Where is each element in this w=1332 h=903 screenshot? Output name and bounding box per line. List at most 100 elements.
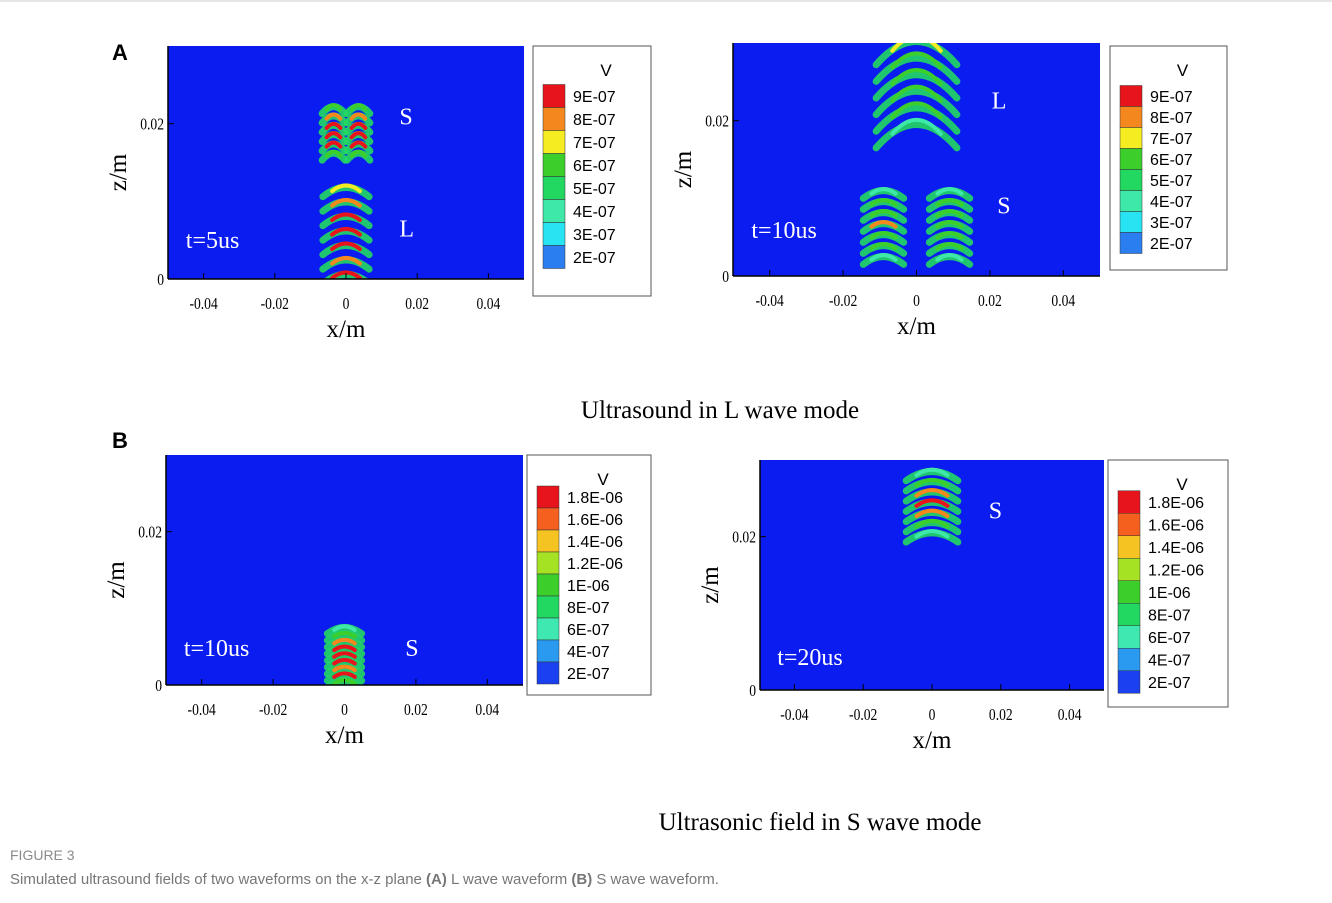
legend-swatch [1120, 128, 1142, 149]
x-tick-label: 0.02 [989, 706, 1013, 725]
legend-swatch [1118, 648, 1140, 671]
legend-label: 2E-07 [567, 666, 610, 683]
legend-title: V [1177, 61, 1189, 80]
annotation: S [997, 193, 1010, 219]
legend-swatch [1118, 626, 1140, 649]
y-tick-label: 0 [157, 271, 164, 290]
figure: A B Ultrasound in L wave mode Ultrasonic… [0, 0, 1332, 903]
x-tick-label: 0.04 [475, 701, 499, 720]
field [327, 626, 361, 687]
contour-panel: -0.04-0.0200.020.0400.02x/mz/mSt=10usV1.… [103, 455, 651, 749]
subtitle: Ultrasound in L wave mode [581, 397, 859, 424]
legend-label: 5E-07 [1150, 173, 1193, 190]
annotation: t=10us [184, 636, 250, 662]
x-tick-label: 0.02 [978, 292, 1002, 311]
legend-label: 1.8E-06 [567, 490, 623, 507]
legend-label: 2E-07 [1150, 236, 1193, 253]
legend-swatch [537, 574, 559, 596]
legend-label: 1.2E-06 [567, 556, 623, 573]
legend-label: 8E-07 [573, 112, 616, 129]
legend-swatch [1118, 491, 1140, 514]
legend-label: 4E-07 [1150, 194, 1193, 211]
x-tick-label: -0.04 [188, 701, 217, 720]
legend-swatch [543, 154, 565, 177]
legend-swatch [1120, 212, 1142, 233]
legend-label: 7E-07 [1150, 131, 1193, 148]
x-tick-label: 0 [929, 706, 936, 725]
x-tick-label: -0.02 [259, 701, 287, 720]
annotation: L [992, 88, 1007, 114]
x-tick-label: -0.04 [780, 706, 809, 725]
x-tick-label: -0.02 [829, 292, 857, 311]
legend-label: 4E-07 [567, 644, 610, 661]
legend-swatch [1118, 581, 1140, 604]
legend-swatch [543, 246, 565, 269]
y-tick-label: 0 [155, 677, 162, 696]
legend-label: 5E-07 [573, 181, 616, 198]
legend-swatch [543, 108, 565, 131]
y-tick-label: 0.02 [140, 115, 164, 134]
caption-part: S wave waveform. [592, 871, 719, 888]
legend-swatch [537, 618, 559, 640]
legend-label: 7E-07 [573, 135, 616, 152]
legend-label: 8E-07 [567, 600, 610, 617]
legend-title: V [1176, 475, 1188, 494]
x-tick-label: 0.02 [405, 295, 429, 314]
legend-label: 9E-07 [573, 89, 616, 106]
legend-label: 1E-06 [1148, 585, 1191, 602]
x-tick-label: 0.02 [404, 701, 428, 720]
x-tick-label: 0.04 [1051, 292, 1075, 311]
legend-label: 2E-07 [573, 250, 616, 267]
y-tick-label: 0 [722, 268, 729, 287]
annotation: S [399, 105, 412, 131]
subtitle: Ultrasonic field in S wave mode [659, 809, 982, 836]
legend-swatch [1118, 513, 1140, 536]
x-tick-label: -0.04 [189, 295, 218, 314]
contour-panel: -0.04-0.0200.020.0400.02x/mz/mSLt=5usV9E… [105, 46, 651, 343]
annotation: t=5us [186, 228, 240, 254]
y-axis-label: z/m [105, 153, 132, 191]
caption-part: (A) [426, 871, 447, 888]
legend-label: 8E-07 [1150, 110, 1193, 127]
legend-swatch [537, 596, 559, 618]
legend-label: 1.8E-06 [1148, 495, 1204, 512]
y-tick-label: 0.02 [705, 112, 729, 131]
caption-text: Simulated ultrasound fields of two wavef… [10, 871, 719, 888]
legend-swatch [537, 552, 559, 574]
legend-swatch [537, 486, 559, 508]
x-tick-label: 0 [913, 292, 920, 311]
legend-label: 1.4E-06 [1148, 540, 1204, 557]
legend-label: 6E-07 [573, 158, 616, 175]
legend-swatch [537, 508, 559, 530]
x-axis-label: x/m [913, 727, 952, 754]
x-tick-label: -0.02 [849, 706, 877, 725]
panel-label: A [112, 40, 128, 65]
legend-swatch [1120, 149, 1142, 170]
legend-swatch [543, 223, 565, 246]
legend-label: 1E-06 [567, 578, 610, 595]
legend-swatch [543, 131, 565, 154]
caption-part: Simulated ultrasound fields of two wavef… [10, 871, 426, 888]
y-axis-label: z/m [697, 566, 724, 604]
x-axis-label: x/m [327, 316, 366, 343]
legend-label: 1.6E-06 [567, 512, 623, 529]
legend-label: 1.2E-06 [1148, 563, 1204, 580]
legend-label: 9E-07 [1150, 89, 1193, 106]
legend-swatch [537, 640, 559, 662]
annotation: t=10us [751, 218, 817, 244]
legend-swatch [1120, 233, 1142, 254]
legend-label: 1.4E-06 [567, 534, 623, 551]
legend-swatch [1120, 191, 1142, 212]
legend-label: 6E-07 [567, 622, 610, 639]
legend-swatch [1118, 558, 1140, 581]
annotation: L [399, 217, 414, 243]
legend-title: V [600, 61, 612, 80]
x-tick-label: 0.04 [1058, 706, 1082, 725]
y-tick-label: 0.02 [732, 528, 756, 547]
y-tick-label: 0.02 [138, 523, 162, 542]
legend-swatch [1118, 536, 1140, 559]
legend-swatch [1120, 170, 1142, 191]
legend-title: V [597, 470, 609, 489]
